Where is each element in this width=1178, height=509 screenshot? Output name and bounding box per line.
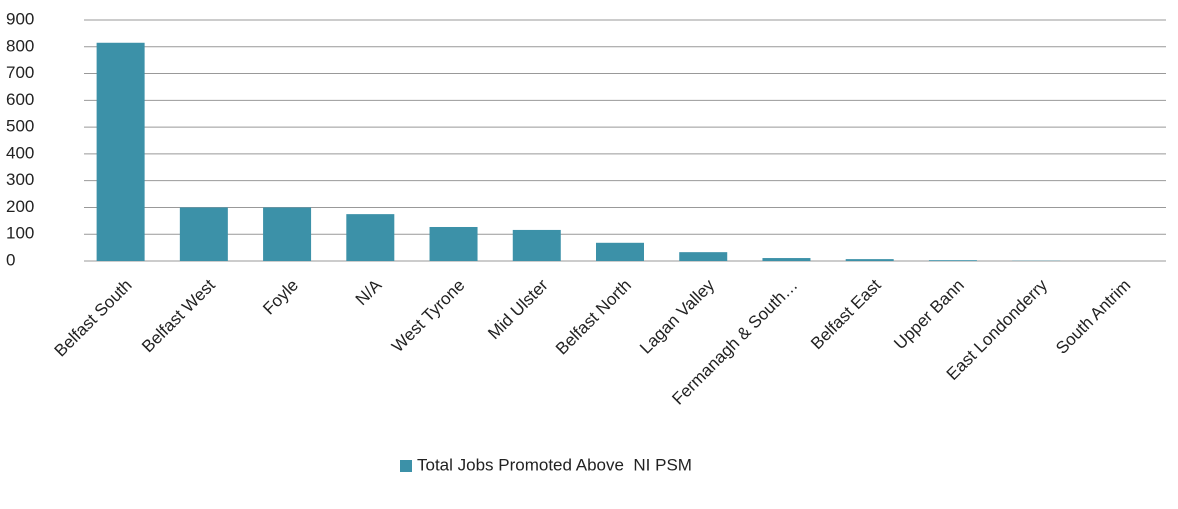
bar: [179, 207, 228, 261]
bar: [346, 214, 395, 261]
x-tick-label: Belfast South: [51, 276, 136, 361]
y-tick-label: 700: [6, 63, 34, 82]
bar: [263, 207, 312, 261]
y-tick-label: 600: [6, 90, 34, 109]
x-tick-label: Foyle: [259, 276, 302, 319]
y-tick-label: 400: [6, 143, 34, 162]
x-tick-label: Upper Bann: [890, 276, 968, 354]
bar: [96, 42, 145, 262]
y-tick-label: 500: [6, 117, 34, 136]
bar: [679, 252, 728, 261]
x-tick-label: Belfast East: [807, 275, 885, 353]
legend-label: Total Jobs Promoted Above NI PSM: [417, 455, 692, 474]
bar: [429, 226, 478, 261]
x-tick-label: South Antrim: [1052, 276, 1134, 358]
y-tick-label: 900: [6, 9, 34, 28]
x-tick-label: N/A: [352, 275, 386, 309]
x-tick-label: Belfast West: [138, 275, 219, 356]
x-tick-label: Mid Ulster: [484, 275, 552, 343]
bar: [596, 242, 644, 261]
bar: [762, 258, 811, 261]
y-tick-label: 300: [6, 170, 34, 189]
y-tick-label: 200: [6, 197, 34, 216]
bar: [512, 229, 561, 261]
y-tick-label: 0: [6, 250, 15, 269]
y-tick-label: 800: [6, 36, 34, 55]
y-tick-label: 100: [6, 224, 34, 243]
bar: [845, 259, 894, 261]
x-tick-label: West Tyrone: [388, 276, 468, 356]
legend-swatch: [400, 460, 412, 472]
x-tick-label: Lagan Valley: [636, 275, 718, 357]
x-tick-label: Belfast North: [552, 276, 635, 359]
bar: [928, 260, 977, 261]
